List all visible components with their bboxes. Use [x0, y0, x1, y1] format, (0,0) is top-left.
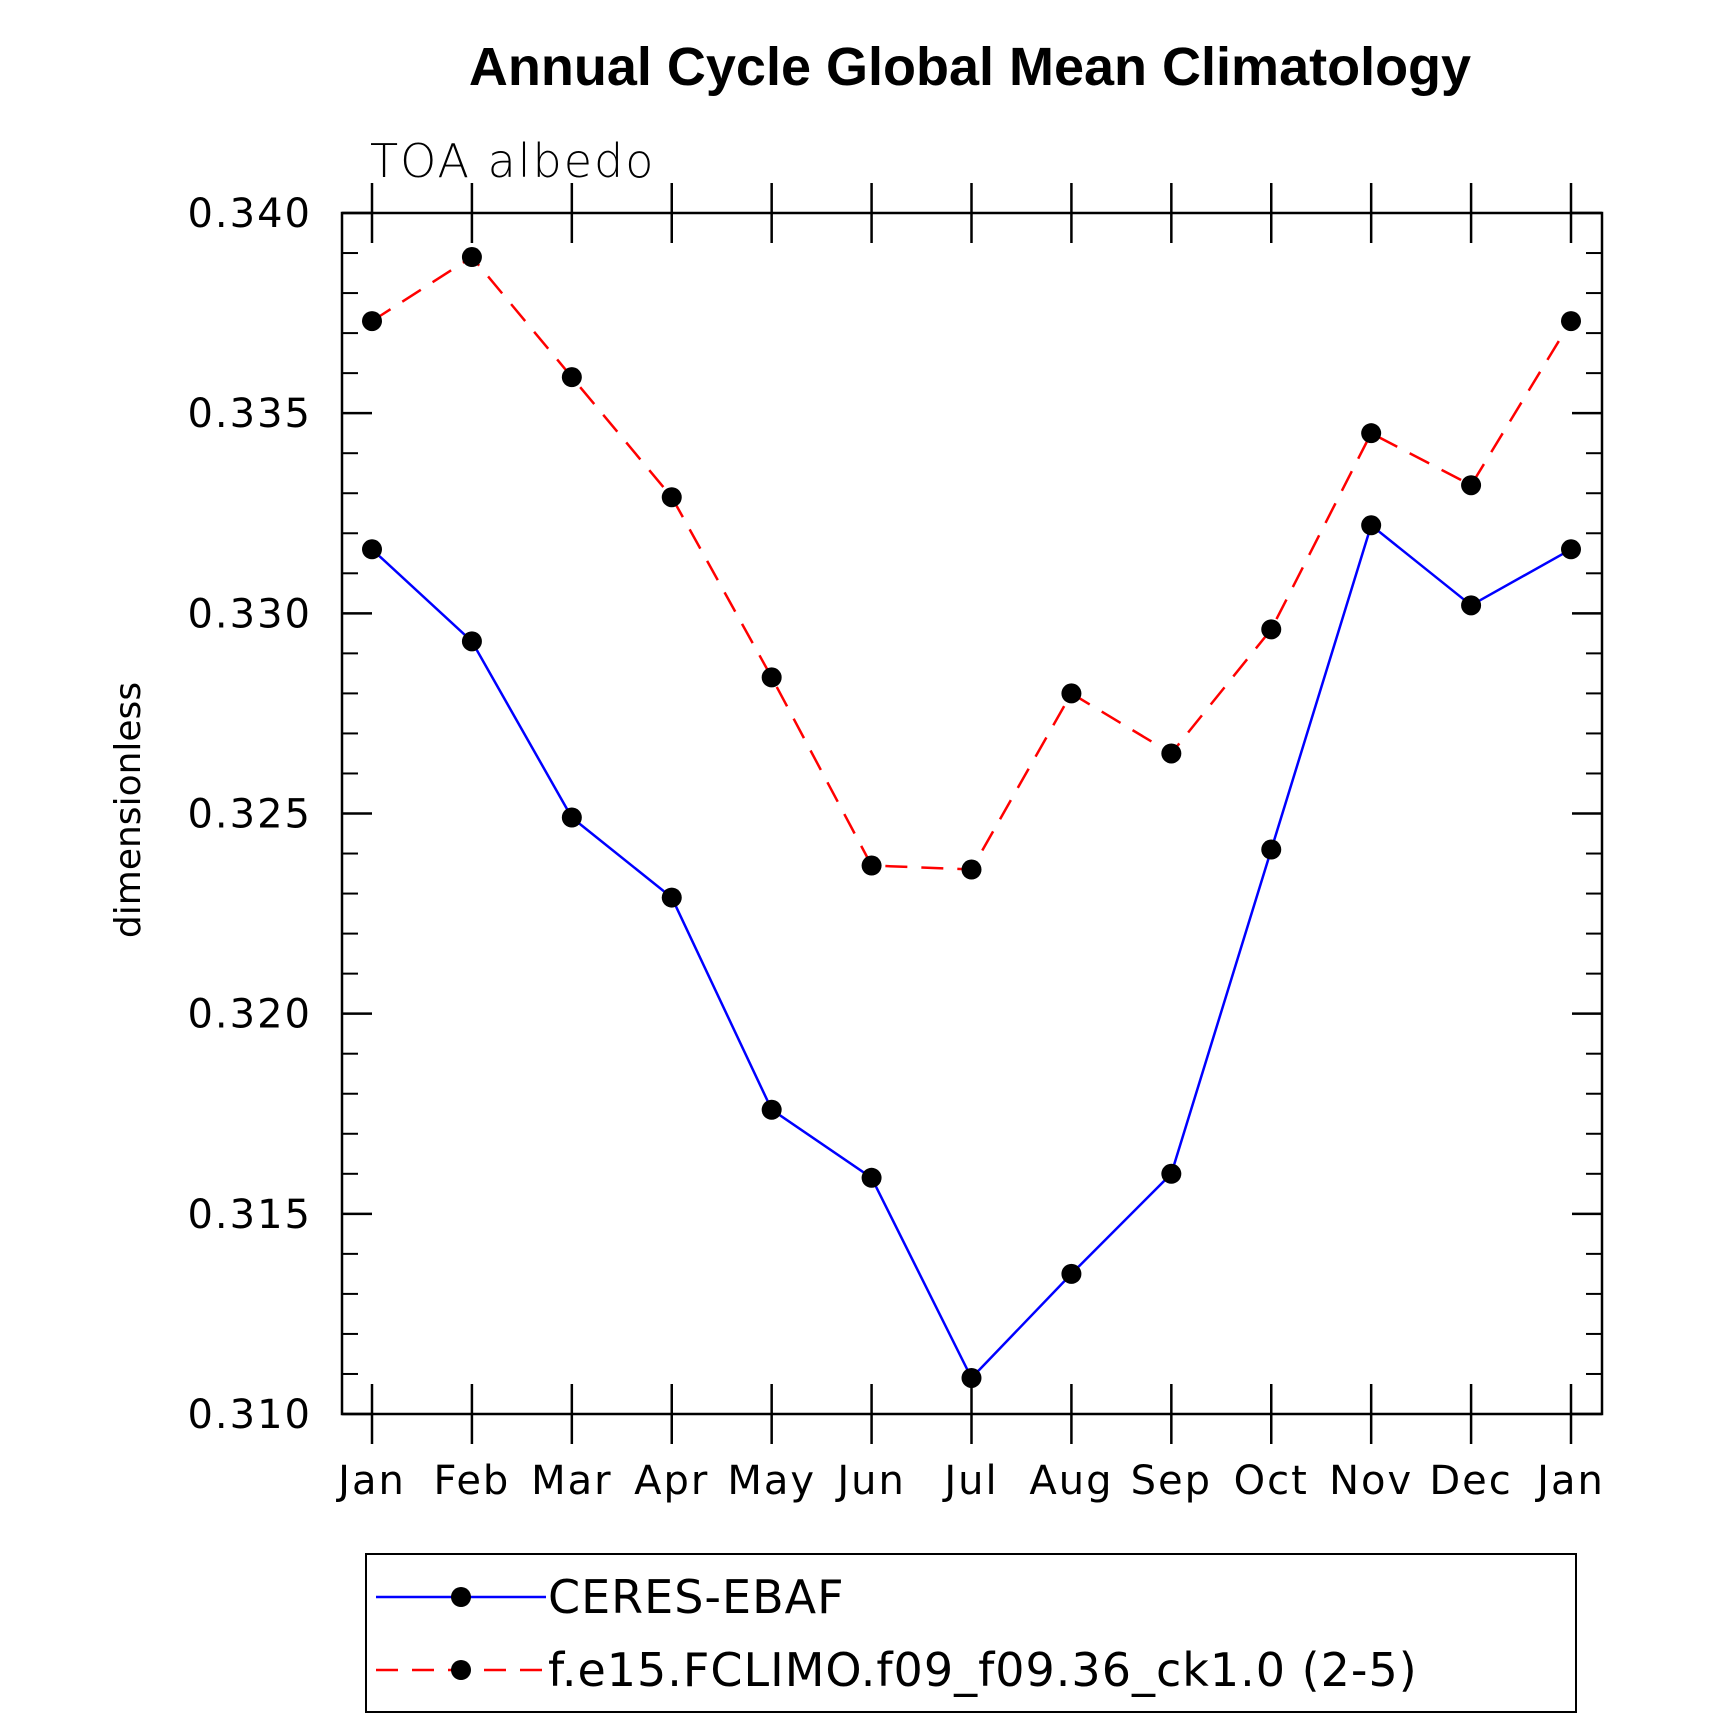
data-point-s1-12: [1561, 311, 1581, 332]
chart-title: Annual Cycle Global Mean Climatology: [469, 37, 1471, 97]
data-point-s1-8: [1161, 743, 1182, 764]
y-tick-label: 0.340: [187, 191, 312, 237]
x-tick-label: Jun: [834, 1458, 906, 1504]
x-tick-label: Dec: [1429, 1458, 1512, 1504]
axis-ticks: [342, 183, 1602, 1444]
x-tick-label: Jan: [1534, 1458, 1605, 1504]
y-tick-label: 0.320: [187, 992, 312, 1038]
y-tick-label: 0.325: [187, 792, 312, 838]
legend-box: [365, 1553, 1577, 1713]
data-point-s1-4: [761, 667, 782, 688]
legend-marker-ceres: [451, 1587, 471, 1607]
data-point-s1-3: [661, 487, 682, 508]
y-tick-label: 0.310: [187, 1392, 312, 1438]
data-point-s1-0: [362, 311, 382, 332]
data-point-s0-5: [861, 1167, 882, 1188]
legend-label-ceres: CERES-EBAF: [548, 1570, 845, 1624]
data-point-s1-7: [1061, 683, 1082, 704]
data-point-s0-12: [1561, 539, 1581, 560]
x-tick-label: Oct: [1234, 1458, 1309, 1504]
data-point-s0-3: [661, 887, 682, 908]
y-tick-label: 0.330: [187, 591, 312, 637]
data-point-s0-11: [1461, 595, 1482, 616]
x-tick-label: Jul: [941, 1458, 998, 1504]
legend: CERES-EBAF f.e15.FCLIMO.f09_f09.36_ck1.0…: [365, 1553, 1577, 1713]
plot-frame: [340, 211, 1604, 1416]
data-point-s0-1: [461, 631, 482, 652]
series-line-1: [371, 255, 1573, 871]
x-tick-label: Aug: [1029, 1458, 1113, 1504]
data-point-s0-6: [961, 1367, 982, 1388]
data-point-s1-5: [861, 855, 882, 876]
x-tick-label: Feb: [434, 1458, 511, 1504]
data-point-s0-7: [1061, 1263, 1082, 1284]
x-tick-label: Mar: [531, 1458, 612, 1504]
y-axis-label: dimensionless: [108, 682, 149, 938]
data-point-s1-11: [1461, 475, 1482, 496]
x-tick-label: Jan: [335, 1458, 406, 1504]
legend-label-model: f.e15.FCLIMO.f09_f09.36_ck1.0 (2-5): [548, 1643, 1418, 1697]
data-point-s1-9: [1261, 619, 1282, 640]
x-tick-label: Sep: [1131, 1458, 1212, 1504]
data-point-s0-10: [1361, 515, 1382, 536]
legend-marker-model: [451, 1660, 471, 1680]
chart-subtitle: TOA albedo: [370, 134, 655, 188]
y-tick-label: 0.315: [187, 1192, 312, 1238]
x-tick-label: Apr: [634, 1458, 709, 1504]
series-line-0: [371, 523, 1572, 1381]
data-point-s0-0: [362, 539, 382, 560]
data-point-s1-6: [961, 859, 982, 880]
axes-frame: [340, 211, 1604, 1416]
data-point-s0-4: [761, 1099, 782, 1120]
data-point-s0-2: [561, 807, 582, 828]
data-point-s1-2: [561, 367, 582, 388]
tick-labels: 0.310 0.315 0.320 0.325 0.330 0.335 0.340 Jan Fe…: [187, 191, 1605, 1504]
x-tick-label: May: [727, 1458, 816, 1504]
data-series: [362, 247, 1581, 1388]
data-point-s1-1: [461, 247, 482, 268]
x-tick-label: Nov: [1329, 1458, 1413, 1504]
data-point-s0-8: [1161, 1163, 1182, 1184]
data-point-s1-10: [1361, 423, 1382, 444]
y-tick-label: 0.335: [187, 391, 312, 437]
data-point-s0-9: [1261, 839, 1282, 860]
